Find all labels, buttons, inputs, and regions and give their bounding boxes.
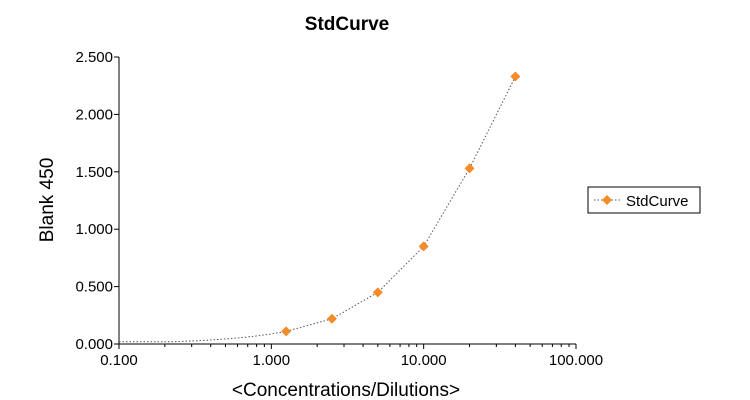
y-tick-label: 2.500 — [75, 49, 113, 66]
data-point — [510, 71, 521, 82]
data-point — [464, 163, 475, 174]
x-tick-label: 10.000 — [401, 352, 447, 369]
legend-label: StdCurve — [626, 193, 689, 210]
x-tick-label: 100.000 — [549, 352, 603, 369]
fit-curve — [119, 76, 516, 343]
x-axis-title: <Concentrations/Dilutions> — [232, 380, 460, 400]
x-ticks: 0.100 1.000 10.000 100.000 — [100, 344, 603, 369]
data-points — [281, 71, 521, 337]
y-tick-label: 1.000 — [75, 221, 113, 238]
y-tick-label: 0.000 — [75, 336, 113, 353]
x-tick-label: 1.000 — [253, 352, 291, 369]
data-point — [418, 241, 429, 252]
data-point — [372, 287, 383, 298]
chart-title: StdCurve — [305, 14, 389, 35]
y-tick-label: 0.500 — [75, 279, 113, 296]
y-tick-label: 2.000 — [75, 106, 113, 123]
y-ticks: 0.000 0.500 1.000 1.500 2.000 2.500 — [75, 49, 119, 353]
legend: StdCurve — [587, 186, 701, 214]
y-axis-title: Blank 450 — [37, 158, 58, 243]
y-tick-label: 1.500 — [75, 164, 113, 181]
axes — [118, 57, 576, 345]
x-tick-label: 0.100 — [100, 352, 138, 369]
data-point — [281, 326, 292, 337]
data-point — [326, 313, 337, 324]
legend-marker — [602, 195, 612, 205]
